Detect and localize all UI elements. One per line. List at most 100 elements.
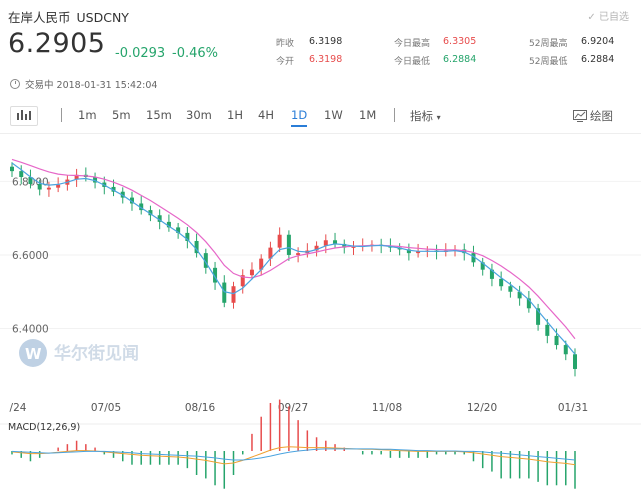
stat-value-day-high: 6.3305 [443,36,477,47]
x-tick-label: /24 [10,402,27,414]
candle-body [554,335,559,346]
timeframe-1W[interactable]: 1W [324,108,343,122]
candle-body [148,210,153,216]
x-tick-label: 01/31 [558,402,588,414]
candlestick-type-icon[interactable] [10,106,38,126]
trade-timestamp: 交易中 2018-01-31 15:42:04 [25,80,158,91]
watchlist-toggle[interactable]: ✓ 已自选 [587,8,629,23]
candle-body [74,174,79,180]
stat-value-open: 6.3198 [309,54,343,65]
candle-body [573,354,577,369]
stat-label-52w-low: 52周最低 [529,57,568,67]
candle-body [333,240,338,244]
timeframe-5m[interactable]: 5m [112,108,131,122]
stat-value-day-low: 6.2884 [443,54,477,65]
candle-body [93,177,98,183]
candle-body [416,251,421,254]
candle-body [129,197,134,204]
candle-body [10,166,14,172]
watermark-text: 华尔街见闻 [54,343,139,364]
timeframe-1M[interactable]: 1M [359,108,377,122]
clock-icon [10,79,20,89]
y-tick-label: 6.6000 [12,250,49,262]
candle-body [351,246,356,248]
candle-body [536,308,541,325]
toolbar-bottom-border [0,133,641,134]
candle-body [166,221,171,228]
y-tick-label: 6.4000 [12,324,49,336]
candle-body [56,184,61,188]
candle-body [28,177,33,184]
stat-label-52w-high: 52周最高 [529,39,568,49]
x-tick-label: 07/05 [91,402,121,414]
timeframe-1m[interactable]: 1m [78,108,97,122]
indicators-dropdown[interactable]: 指标 ▾ [410,108,441,124]
candle-body [268,247,273,259]
x-tick-label: 11/08 [372,402,402,414]
x-axis-labels: /24 07/05 08/16 09/27 11/08 12/20 01/31 [10,402,589,414]
candle-body [249,269,254,276]
candle-body [231,286,236,303]
timeframe-1D[interactable]: 1D [291,108,308,127]
candle-body [259,258,264,270]
macd-dea-line [11,448,576,461]
candle-body [462,249,467,254]
watermark: W 华尔街见闻 [19,339,139,367]
candle-body [323,240,328,246]
candle-body [480,262,485,270]
chart-grid [0,180,641,330]
candle-body [111,186,116,192]
candle-body [185,232,190,241]
timeframe-30m[interactable]: 30m [186,108,212,122]
candle-body [489,269,494,279]
watermark-logo-icon [19,339,47,367]
caret-down-icon: ▾ [436,113,441,122]
stat-label-open: 今开 [276,57,295,67]
candle-body [46,187,51,190]
candle-body [314,245,319,251]
draw-button[interactable]: 绘图 [573,108,613,124]
draw-label: 绘图 [590,109,613,123]
instrument-name: 在岸人民币 [8,10,71,25]
watchlist-label: 已自选 [599,12,629,23]
candle-body [471,253,476,263]
stat-value-prev-close: 6.3198 [309,36,343,47]
candle-body [499,278,504,287]
candle-body [176,227,181,233]
check-icon: ✓ [587,12,596,23]
stat-value-52w-low: 6.2884 [581,54,615,65]
candle-body [296,253,301,255]
candle-body [222,282,227,303]
x-tick-label: 08/16 [185,402,216,414]
candle-body [120,191,125,198]
ma-lines [11,158,576,355]
indicators-label: 指标 [410,109,433,123]
macd-panel [11,399,576,489]
timeframe-1H[interactable]: 1H [227,108,243,122]
stat-label-day-high: 今日最高 [394,39,431,49]
stat-label-prev-close: 昨收 [276,39,295,49]
candle-body [563,345,568,355]
candle-body [342,243,347,248]
candle-body [37,183,42,190]
candle-body [19,171,24,178]
macd-dif-line [11,446,576,466]
candle-body [213,267,218,283]
x-tick-label: 12/20 [467,402,497,414]
candle-body [203,253,208,268]
candle-body [157,215,162,222]
stat-label-day-low: 今日最低 [394,57,431,67]
candle-body [277,234,282,248]
price-change: -0.0293 [115,46,166,61]
instrument-code: USDCNY [76,10,129,25]
candle-body [406,249,411,254]
candle-body [526,298,531,309]
candle-body [194,240,199,254]
macd-label: MACD(12,26,9) [8,422,80,433]
candle-body [139,203,144,211]
ma-short-line [11,162,576,355]
timeframe-4H[interactable]: 4H [258,108,274,122]
timeframe-15m[interactable]: 15m [146,108,172,122]
